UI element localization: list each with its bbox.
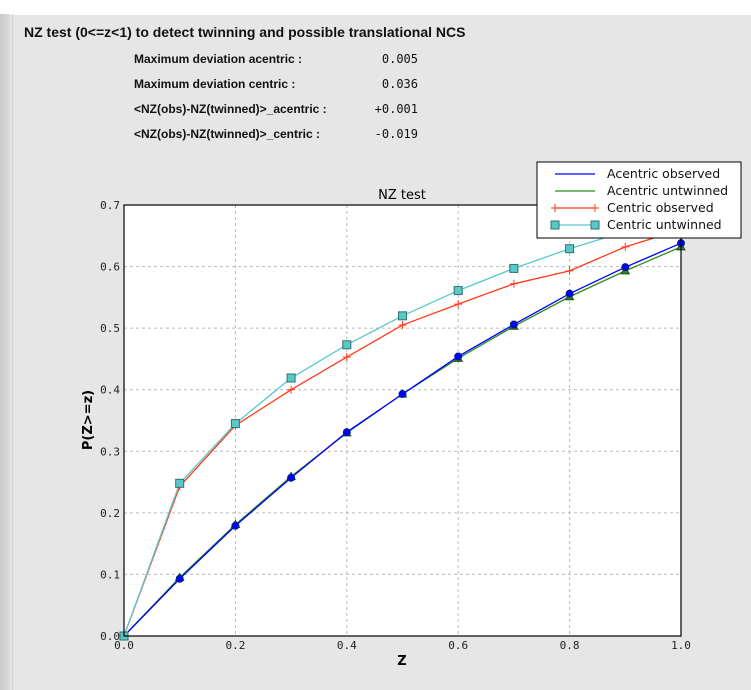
stat-label-nz-acentric: <NZ(obs)-NZ(twinned)>_acentric : [134,102,327,116]
data-point [398,311,407,321]
legend: Acentric observed Acentric untwinned Centr… [536,161,742,239]
data-point [565,244,575,254]
x-tick-label: 1.0 [671,639,691,652]
data-point [509,279,518,288]
data-point [286,373,296,383]
data-point [342,428,351,437]
top-bar [0,0,751,15]
data-point [287,473,296,482]
y-tick-label: 0.5 [100,322,120,335]
legend-marker [590,220,600,230]
data-point [454,300,463,309]
stat-label-nz-centric: <NZ(obs)-NZ(twinned)>_centric : [134,127,321,141]
y-tick-label: 0.4 [100,384,120,397]
data-point [621,242,630,251]
data-point [565,289,574,298]
y-tick-label: 0.2 [100,507,120,520]
y-tick-label: 0.1 [100,568,120,581]
legend-marker [550,220,560,230]
x-axis-label: Z [397,654,406,669]
data-point [287,385,296,394]
data-point [398,390,407,399]
data-point [175,574,184,583]
x-tick-label: 0.6 [448,639,468,652]
legend-entry: Acentric untwinned [555,183,728,198]
stat-value-max-dev-centric: 0.036 [381,77,418,91]
legend-marker [551,204,559,212]
data-point [398,321,407,330]
data-point [565,266,574,275]
data-point [509,320,518,329]
x-tick-label: 0.0 [114,639,134,652]
data-point [231,521,240,530]
y-tick-label: 0.7 [100,199,120,212]
data-point [453,286,463,296]
data-point [342,353,351,362]
y-tick-label: 0.3 [100,445,120,458]
stat-value-nz-centric: -0.019 [374,127,418,141]
series-acentric-observed [120,239,685,640]
section-title: NZ test (0<=z<1) to detect twinning and … [24,24,466,40]
legend-label: Acentric observed [607,166,720,181]
y-tick-label: 0.6 [100,261,120,274]
plot-frame [123,204,682,637]
data-point [509,263,519,273]
stat-value-nz-acentric: +0.001 [374,102,418,116]
legend-entry: Centric observed [551,200,714,215]
legend-entry: Centric untwinned [550,217,722,232]
divider [12,14,13,690]
data-point [621,263,630,272]
stat-label-max-dev-centric: Maximum deviation centric : [134,77,296,91]
data-point [454,352,463,361]
legend-marker [591,204,599,212]
left-panel-edge [0,14,10,690]
legend-label: Centric observed [607,200,714,215]
stat-label-max-dev-acentric: Maximum deviation acentric : [134,52,303,66]
chart-title: NZ test [378,188,426,203]
legend-label: Centric untwinned [607,217,722,232]
data-point [230,419,240,429]
data-point [342,340,352,350]
plot-area [124,205,681,636]
x-tick-label: 0.8 [560,639,580,652]
y-tick-label: 0.0 [100,630,120,643]
y-axis-label: P(Z>=z) [81,390,96,450]
legend-label: Acentric untwinned [607,183,728,198]
data-point [175,478,185,488]
x-tick-label: 0.4 [337,639,357,652]
legend-entry: Acentric observed [555,166,720,181]
stat-value-max-dev-acentric: 0.005 [381,52,418,66]
x-tick-label: 0.2 [225,639,245,652]
